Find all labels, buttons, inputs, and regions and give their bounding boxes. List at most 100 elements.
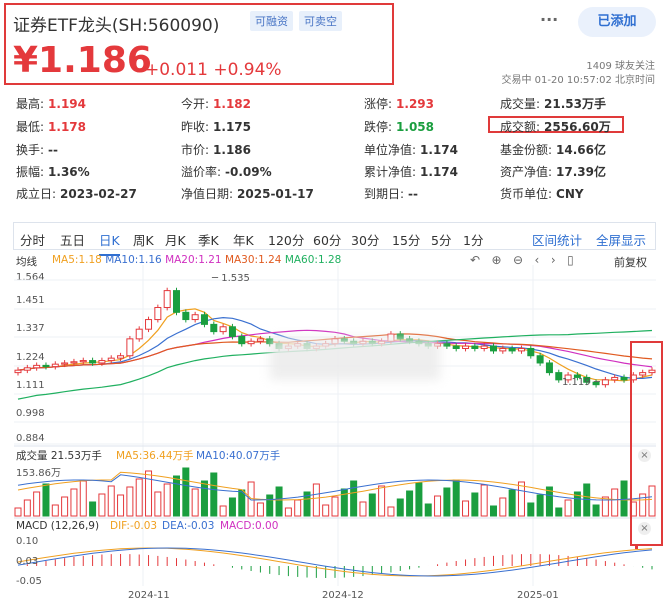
volume-bar <box>368 493 376 517</box>
stat-fund-shares: 基金份额: 14.66亿 <box>500 143 607 157</box>
candle-body <box>154 306 162 321</box>
period-tabs <box>13 222 656 250</box>
volume-bar <box>527 502 535 517</box>
follower-count: 1409 球友关注 <box>586 61 655 72</box>
volume-bar <box>396 498 404 517</box>
volume-bar <box>564 499 572 517</box>
tab-120min[interactable]: 120分 <box>268 233 305 248</box>
volume-bar <box>107 485 115 517</box>
ma30-label: MA30:1.24 <box>224 254 282 266</box>
vol-ma5-label: MA5:36.44万手 <box>116 450 194 462</box>
volume-bar <box>601 496 609 517</box>
tab-monthly-k[interactable]: 月K <box>165 233 186 248</box>
close-volume-icon[interactable]: × <box>638 449 651 462</box>
macd-ytick-0: 0.10 <box>16 536 39 547</box>
low-price-label: 1.119 ─ <box>562 377 600 388</box>
adjust-mode[interactable]: 前复权 <box>614 256 647 269</box>
volume-bar <box>424 503 432 517</box>
tab-1min[interactable]: 1分 <box>463 233 484 248</box>
candle-body <box>443 343 451 347</box>
add-watchlist-button[interactable]: 已添加 <box>578 7 656 37</box>
volume-bar <box>536 494 544 517</box>
volume-bar <box>79 480 87 517</box>
ma5-label: MA5:1.18 <box>52 254 102 266</box>
candle-body <box>247 340 255 345</box>
tab-five-day[interactable]: 五日 <box>60 233 86 248</box>
candle-body <box>173 290 180 313</box>
volume-bar <box>135 478 143 517</box>
tab-5min[interactable]: 5分 <box>431 233 452 248</box>
tab-yearly-k[interactable]: 年K <box>233 233 254 248</box>
stat-currency: 货币单位: CNY <box>500 187 584 201</box>
volume-bar <box>499 497 507 517</box>
ma60-label: MA60:1.28 <box>284 254 342 266</box>
tab-60min[interactable]: 60分 <box>313 233 342 248</box>
stat-market-price: 市价: 1.186 <box>181 143 252 157</box>
adjust-icon[interactable]: ▯ <box>567 253 574 267</box>
xlabel-nov: 2024-11 <box>128 590 170 601</box>
price-change: +0.011 +0.94% <box>145 60 282 80</box>
macd-label: MACD (12,26,9) <box>16 520 100 532</box>
tab-quarterly-k[interactable]: 季K <box>198 233 219 248</box>
volume-bar <box>210 472 218 517</box>
candle-body <box>639 372 647 376</box>
candle-body <box>471 345 479 349</box>
margin-tag[interactable]: 可融资 <box>250 11 293 31</box>
volume-bar <box>350 480 358 517</box>
ma-legend: MA5:1.18 MA10:1.16 MA20:1.21 MA30:1.24 M… <box>52 254 341 266</box>
tab-daily-k[interactable]: 日K <box>99 230 120 256</box>
stat-volume: 成交量: 21.53万手 <box>500 97 607 111</box>
volume-bar <box>322 504 330 517</box>
watermark-blur <box>270 338 440 380</box>
volume-bar <box>490 505 497 517</box>
stat-limit-down: 跌停: 1.058 <box>364 120 435 134</box>
volume-bar <box>639 493 647 517</box>
volume-bar <box>266 494 274 517</box>
more-icon[interactable]: ··· <box>540 10 559 29</box>
tab-30min[interactable]: 30分 <box>351 233 380 248</box>
close-macd-icon[interactable]: × <box>638 522 651 535</box>
macd-line <box>17 547 653 577</box>
undo-icon[interactable]: ↶ <box>470 253 481 267</box>
next-icon[interactable]: › <box>550 253 556 267</box>
volume-bar <box>611 488 619 517</box>
tab-15min[interactable]: 15分 <box>392 233 421 248</box>
range-stats-link[interactable]: 区间统计 <box>532 233 583 248</box>
zoom-in-icon[interactable]: ⊕ <box>491 253 502 267</box>
candle-body <box>33 364 41 369</box>
prev-icon[interactable]: ‹ <box>534 253 540 267</box>
volume-bar <box>303 491 311 517</box>
candle-body <box>564 374 572 381</box>
stat-acc-nav: 累计净值: 1.174 <box>364 165 459 179</box>
zoom-out-icon[interactable]: ⊖ <box>513 253 524 267</box>
candle-body <box>536 355 544 364</box>
candle-body <box>620 376 628 381</box>
vol-ma10-label: MA10:40.07万手 <box>196 450 281 462</box>
candle-body <box>592 381 600 386</box>
tab-intraday[interactable]: 分时 <box>20 233 46 248</box>
volume-bar <box>42 483 50 517</box>
volume-bar <box>620 480 628 517</box>
volume-bar <box>415 482 423 517</box>
candle-body <box>527 347 535 357</box>
candle-body <box>23 367 31 371</box>
tab-weekly-k[interactable]: 周K <box>133 233 154 248</box>
fullscreen-link[interactable]: 全屏显示 <box>596 233 647 248</box>
ytick-3: 1.224 <box>16 352 45 363</box>
candle-body <box>611 376 619 381</box>
candle-body <box>98 360 106 364</box>
candle-body <box>256 338 264 342</box>
candle-body <box>145 319 153 330</box>
candle-body <box>210 323 218 333</box>
recent-candles-highlight <box>630 341 663 546</box>
candle-body <box>573 374 581 378</box>
candle-body <box>583 376 591 383</box>
short-tag[interactable]: 可卖空 <box>299 11 342 31</box>
volume-ma-line <box>17 471 653 501</box>
current-price: ¥1.186 <box>13 40 152 81</box>
chart-tool-icons: ↶ ⊕ ⊖ ‹ › ▯ <box>470 253 574 267</box>
volume-bar <box>14 507 22 517</box>
candle-body <box>499 347 507 352</box>
high-price-label: ─ 1.535 <box>212 273 250 284</box>
